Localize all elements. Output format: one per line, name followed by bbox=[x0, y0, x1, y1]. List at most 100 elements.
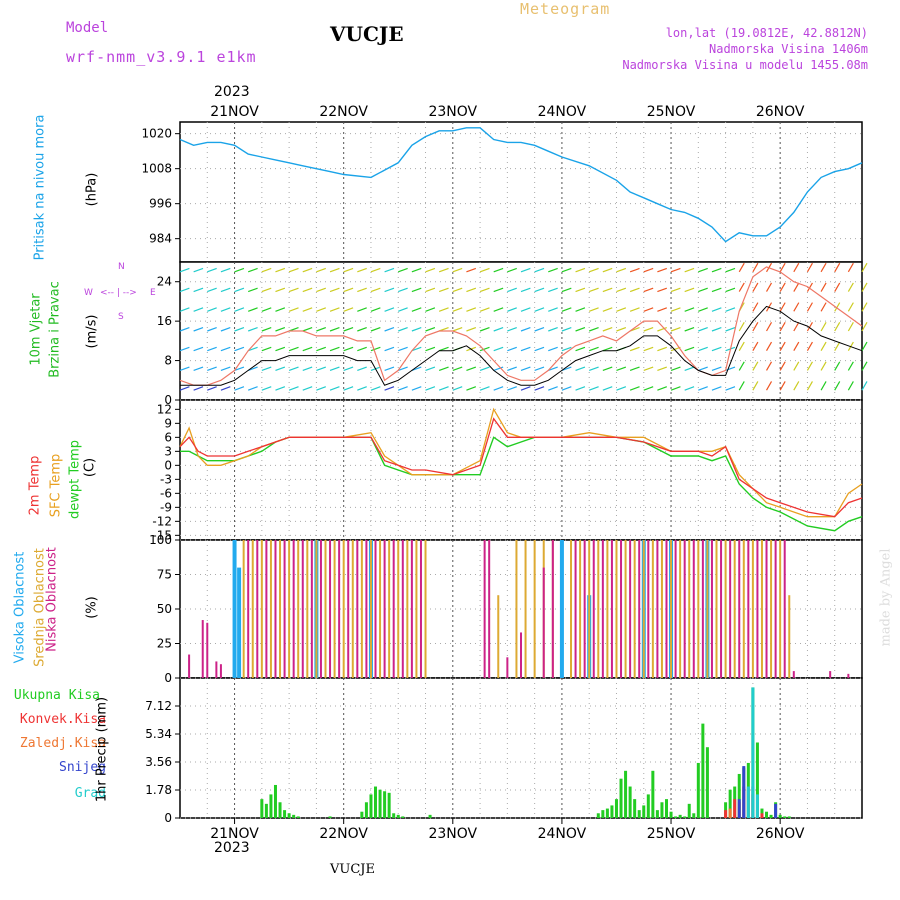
wind-barb bbox=[207, 327, 217, 332]
wind-barb bbox=[452, 366, 463, 371]
cloud-mid-bar bbox=[297, 540, 300, 678]
wind-barb bbox=[411, 307, 422, 312]
wind-barb bbox=[588, 327, 599, 332]
cloud-low-bar bbox=[338, 540, 341, 678]
day-label-top: 23NOV bbox=[428, 104, 477, 120]
wind-barb bbox=[698, 267, 708, 273]
wind-barb bbox=[616, 267, 627, 273]
wind-barb bbox=[684, 287, 695, 293]
wind-barb bbox=[643, 386, 654, 391]
wind-barb bbox=[602, 346, 613, 352]
wind-barb bbox=[302, 327, 313, 332]
wind-barb bbox=[725, 267, 736, 273]
wind-barb bbox=[220, 366, 231, 371]
wind-barb bbox=[820, 341, 827, 352]
cloud-mid-bar bbox=[733, 540, 736, 678]
wind-barb bbox=[793, 361, 800, 371]
wind-barb bbox=[179, 307, 190, 312]
precip-total-bar bbox=[633, 799, 637, 818]
wind-barb bbox=[711, 307, 722, 312]
wind-barb bbox=[343, 327, 354, 332]
wind-barb bbox=[452, 386, 463, 391]
wind-barb bbox=[847, 302, 854, 312]
wind-barb bbox=[725, 287, 736, 293]
wind-barb bbox=[752, 262, 759, 273]
wind-barb bbox=[425, 366, 436, 371]
wind-barb bbox=[670, 287, 681, 293]
altitude-text: Nadmorska Visina 1406m bbox=[709, 42, 868, 56]
wind-barb bbox=[725, 327, 736, 332]
wind-barb bbox=[302, 307, 313, 312]
precip-total-bar bbox=[264, 803, 268, 818]
precip-total-bar bbox=[401, 816, 405, 818]
wind-barb bbox=[793, 341, 800, 352]
ytick-label: 24 bbox=[157, 275, 172, 289]
wind-barb bbox=[520, 327, 531, 332]
wind-barb bbox=[302, 267, 313, 273]
cloud-low-bar bbox=[665, 540, 668, 678]
compass-w-label: W bbox=[84, 288, 93, 298]
ytick-label: 100 bbox=[149, 533, 172, 547]
wind-barb bbox=[711, 386, 722, 391]
precip-total-bar bbox=[642, 805, 646, 818]
wind-barb bbox=[302, 386, 313, 391]
wind-barb bbox=[548, 287, 558, 293]
wind-barb bbox=[479, 287, 490, 293]
cloud-low-bar bbox=[674, 540, 677, 678]
cloud-low-bar bbox=[701, 540, 704, 678]
wind-barb bbox=[548, 327, 558, 332]
model-name: wrf-nmm_v3.9.1 e1km bbox=[66, 48, 257, 66]
cloud-low-bar bbox=[720, 540, 723, 678]
wind-barb bbox=[234, 366, 245, 371]
wind-barb bbox=[179, 346, 190, 352]
wind-barb bbox=[275, 287, 286, 293]
wind-barb bbox=[370, 307, 381, 312]
wind-barb bbox=[834, 322, 841, 332]
wind-barb bbox=[343, 267, 354, 273]
wind-barb bbox=[752, 302, 759, 312]
cloud-low-bar bbox=[792, 671, 795, 678]
wind-barb bbox=[452, 267, 463, 273]
wind-barb bbox=[398, 346, 408, 352]
cloud-low-bar bbox=[692, 540, 695, 678]
wind-barb bbox=[616, 287, 627, 293]
wind-barb bbox=[207, 267, 217, 273]
cloud-low-bar bbox=[574, 540, 577, 678]
cloud-low-bar bbox=[219, 664, 222, 678]
wind-barb bbox=[738, 381, 745, 391]
cloud-mid-bar bbox=[333, 540, 336, 678]
precip-total-bar bbox=[674, 816, 678, 818]
wind-barb bbox=[275, 366, 286, 371]
wind-barb bbox=[207, 307, 217, 312]
wind-barb bbox=[738, 282, 745, 292]
wind-barb bbox=[220, 287, 231, 293]
cloud-low-bar bbox=[551, 540, 554, 678]
wind-barb bbox=[466, 327, 477, 332]
cloud-high-bar bbox=[237, 567, 242, 678]
wind-barb bbox=[766, 381, 773, 391]
precip-total-bar bbox=[278, 802, 282, 818]
cloud-low-bar bbox=[365, 540, 368, 678]
wind-barb bbox=[834, 282, 841, 292]
wind-barb bbox=[275, 386, 286, 391]
cloud-low-bar bbox=[638, 540, 641, 678]
wind-barb bbox=[629, 267, 640, 273]
precip-total-bar bbox=[296, 816, 300, 818]
precip-total-bar bbox=[619, 778, 623, 818]
wind-barb bbox=[534, 386, 545, 391]
wind-barb bbox=[575, 287, 586, 293]
precip-total-bar bbox=[610, 805, 614, 818]
cloud-mid-bar bbox=[251, 540, 254, 678]
wind-barb bbox=[561, 346, 572, 352]
wind-barb bbox=[698, 366, 708, 371]
snow-bar bbox=[742, 766, 746, 818]
wind-barb bbox=[179, 386, 190, 391]
wind-barb bbox=[438, 346, 449, 352]
wind-barb bbox=[779, 381, 786, 391]
wind-barb bbox=[466, 267, 477, 273]
ytick-label: 75 bbox=[157, 568, 172, 582]
wind-barb bbox=[861, 341, 868, 352]
cloud-mid-bar bbox=[315, 540, 318, 678]
wind-barb bbox=[520, 346, 531, 352]
wind-barb bbox=[425, 287, 436, 293]
